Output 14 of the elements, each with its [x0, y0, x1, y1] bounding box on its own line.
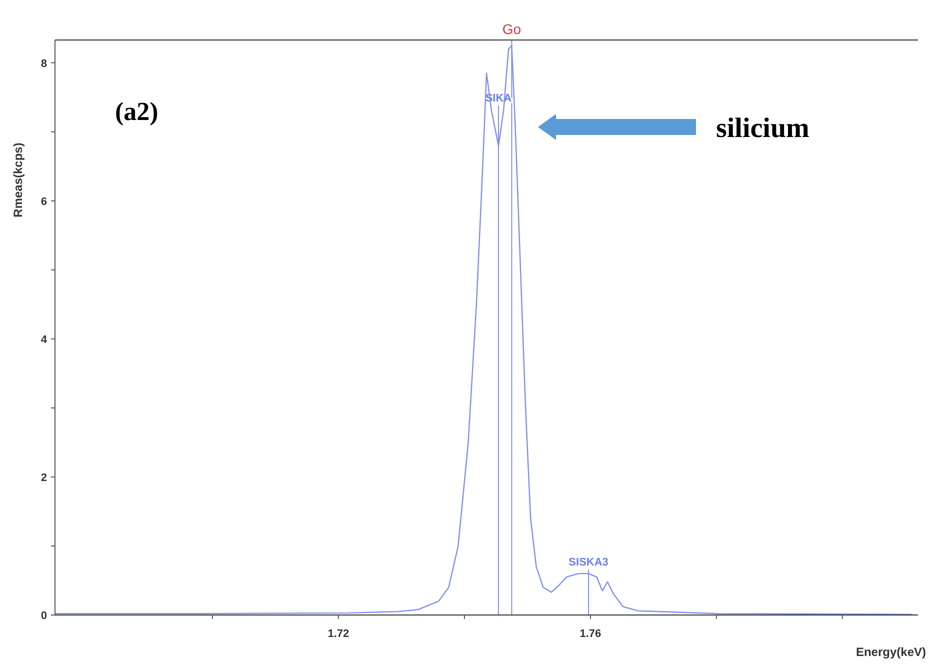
ref-line-label: SISKA3	[568, 556, 608, 569]
y-tick-label: 0	[40, 610, 47, 622]
x-axis-title: Energy(keV)	[856, 645, 926, 659]
line-series	[54, 44, 912, 615]
y-tick-label: 6	[40, 196, 47, 208]
annotation: silicium	[716, 113, 810, 144]
y-tick-label: 2	[40, 472, 47, 484]
x-tick-label: 1.72	[328, 628, 350, 640]
y-tick-label: 8	[40, 58, 47, 70]
x-tick-label: 1.76	[580, 628, 602, 640]
ref-line-label: Go	[502, 21, 522, 37]
y-tick-label: 4	[40, 334, 48, 346]
annotation: (a2)	[115, 97, 158, 126]
y-axis-title: Rmeas(kcps)	[11, 142, 25, 218]
